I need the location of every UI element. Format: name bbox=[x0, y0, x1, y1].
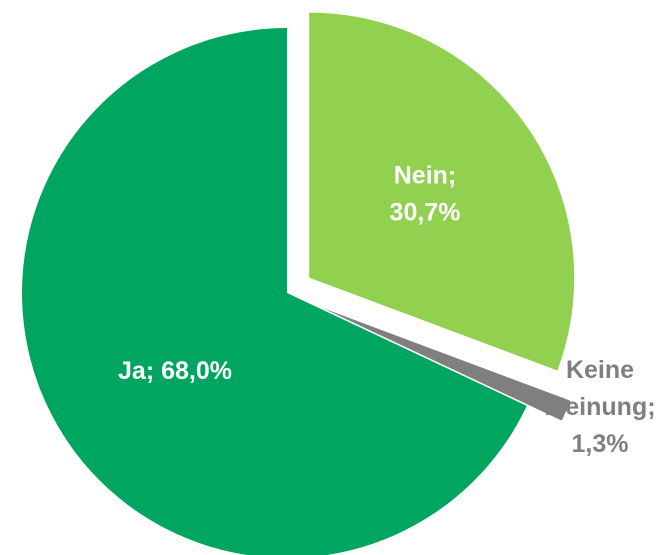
data-label: Nein; 30,7% bbox=[390, 161, 461, 226]
data-label: Keine Meinung; 1,3% bbox=[544, 356, 655, 458]
pie-slice bbox=[309, 12, 575, 371]
data-label-line: Ja; 68,0% bbox=[118, 357, 232, 385]
data-label-line: Nein; bbox=[394, 161, 457, 189]
data-label-line: Keine bbox=[566, 356, 634, 384]
data-label: Ja; 68,0% bbox=[118, 357, 232, 385]
data-label-line: 30,7% bbox=[390, 198, 461, 226]
pie-slice bbox=[22, 28, 527, 555]
data-label-line: 1,3% bbox=[572, 430, 629, 458]
data-label-line: Meinung; bbox=[544, 393, 655, 421]
pie-slice bbox=[322, 307, 571, 421]
